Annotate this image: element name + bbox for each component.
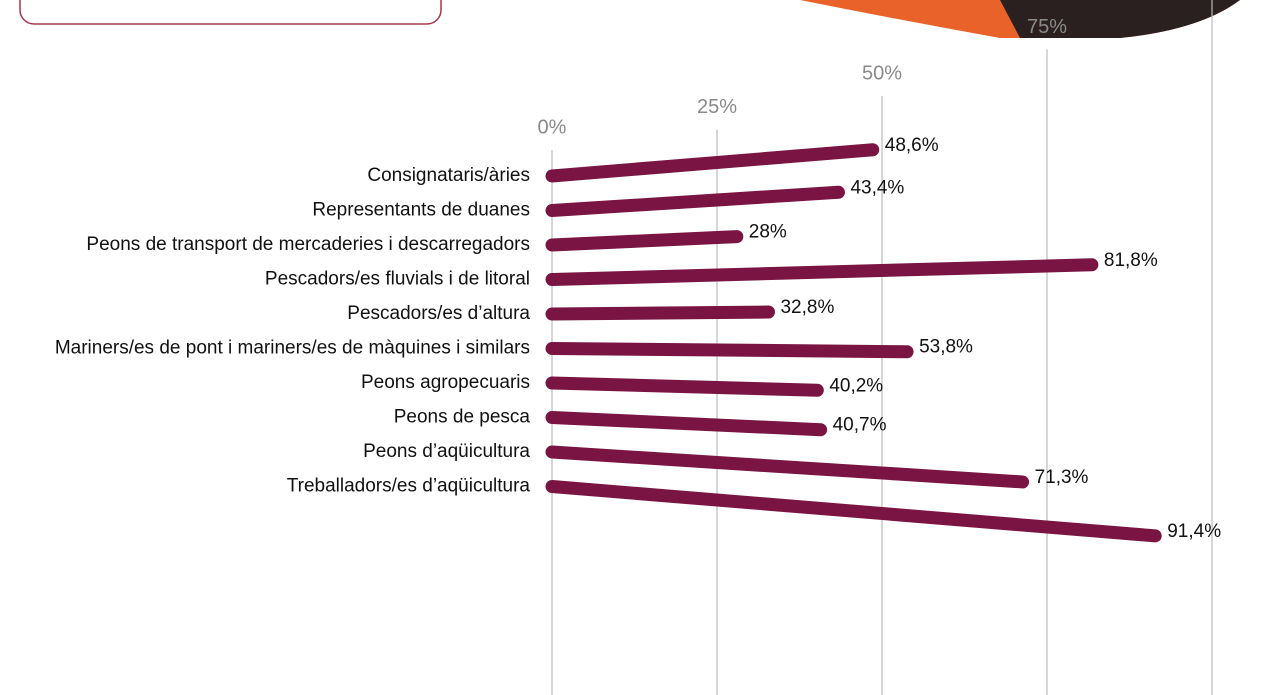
value-label: 48,6%	[885, 135, 939, 156]
bar	[552, 452, 1023, 482]
bar	[552, 418, 821, 430]
card-decoration	[20, 0, 441, 24]
bar	[552, 312, 768, 314]
value-label: 71,3%	[1035, 467, 1089, 488]
value-label: 81,8%	[1104, 250, 1158, 271]
y-tick-label: Representants de duanes	[312, 200, 530, 221]
bar	[552, 349, 907, 352]
bar	[552, 150, 873, 176]
x-tick-label: 25%	[697, 96, 737, 118]
y-tick-label: Pescadors/es d’altura	[347, 303, 530, 324]
x-tick-label: 0%	[538, 116, 567, 138]
value-label: 28%	[749, 222, 787, 243]
value-label: 91,4%	[1167, 521, 1221, 542]
bar	[552, 192, 838, 210]
bar	[552, 383, 817, 390]
y-tick-label: Peons d’aqüicultura	[363, 441, 530, 462]
y-tick-label: Peons agropecuaris	[361, 372, 530, 393]
value-label: 40,2%	[829, 375, 883, 396]
bar	[552, 237, 737, 245]
x-tick-label: 75%	[1027, 16, 1067, 38]
value-label: 53,8%	[919, 337, 973, 358]
y-tick-label: Treballadors/es d’aqüicultura	[287, 476, 531, 497]
value-label: 43,4%	[850, 177, 904, 198]
value-label: 32,8%	[780, 297, 834, 318]
y-tick-label: Peons de pesca	[394, 407, 531, 428]
chart: 0%25%50%75%100%Consignataris/àries48,6%R…	[0, 0, 1288, 695]
y-tick-label: Consignataris/àries	[367, 165, 530, 186]
x-tick-label: 50%	[862, 62, 902, 84]
bar	[552, 265, 1092, 280]
y-tick-label: Mariners/es de pont i mariners/es de màq…	[55, 338, 530, 359]
value-label: 40,7%	[833, 415, 887, 436]
bar	[552, 487, 1155, 536]
y-tick-label: Pescadors/es fluvials i de litoral	[265, 269, 530, 290]
y-tick-label: Peons de transport de mercaderies i desc…	[86, 234, 530, 255]
